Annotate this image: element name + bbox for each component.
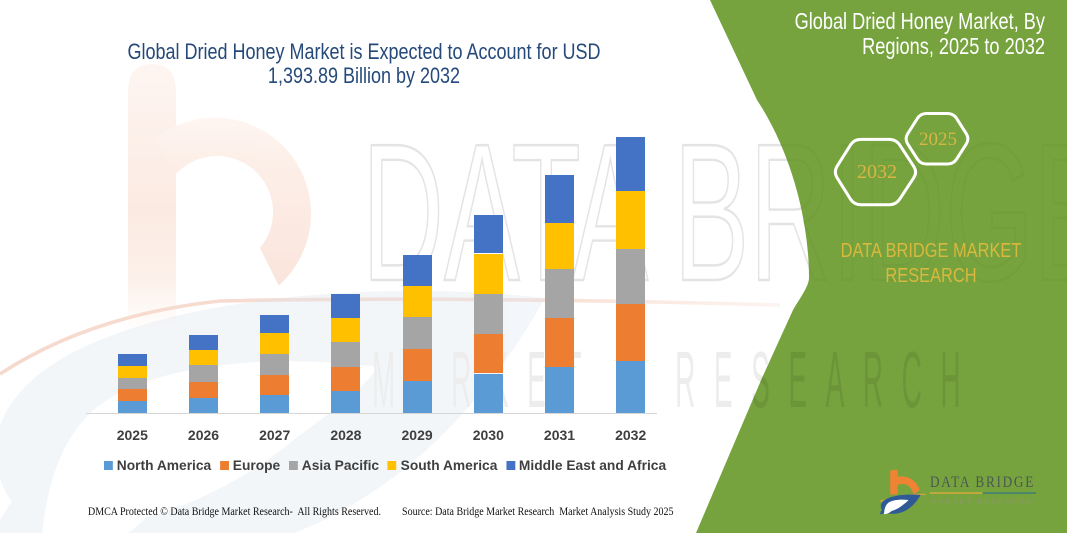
svg-text:RESEARCH: RESEARCH <box>675 335 979 424</box>
svg-text:DATA BRIDGE: DATA BRIDGE <box>362 103 1067 322</box>
svg-text:MARKET RESEARCH: MARKET RESEARCH <box>931 499 1034 506</box>
svg-text:MARKET: MARKET <box>372 335 600 424</box>
svg-text:DATA BRIDGE: DATA BRIDGE <box>930 474 1035 491</box>
